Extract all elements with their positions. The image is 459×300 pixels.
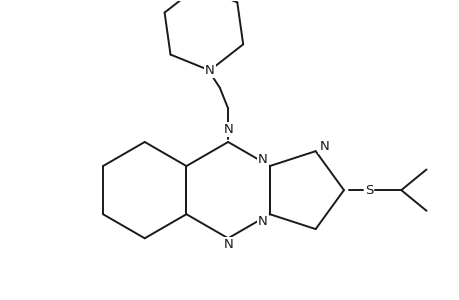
Text: N: N (257, 153, 267, 166)
Text: N: N (319, 140, 328, 153)
Text: N: N (223, 238, 233, 251)
Text: N: N (204, 64, 214, 77)
Text: S: S (364, 184, 373, 196)
Text: N: N (223, 123, 233, 136)
Text: N: N (257, 214, 267, 228)
